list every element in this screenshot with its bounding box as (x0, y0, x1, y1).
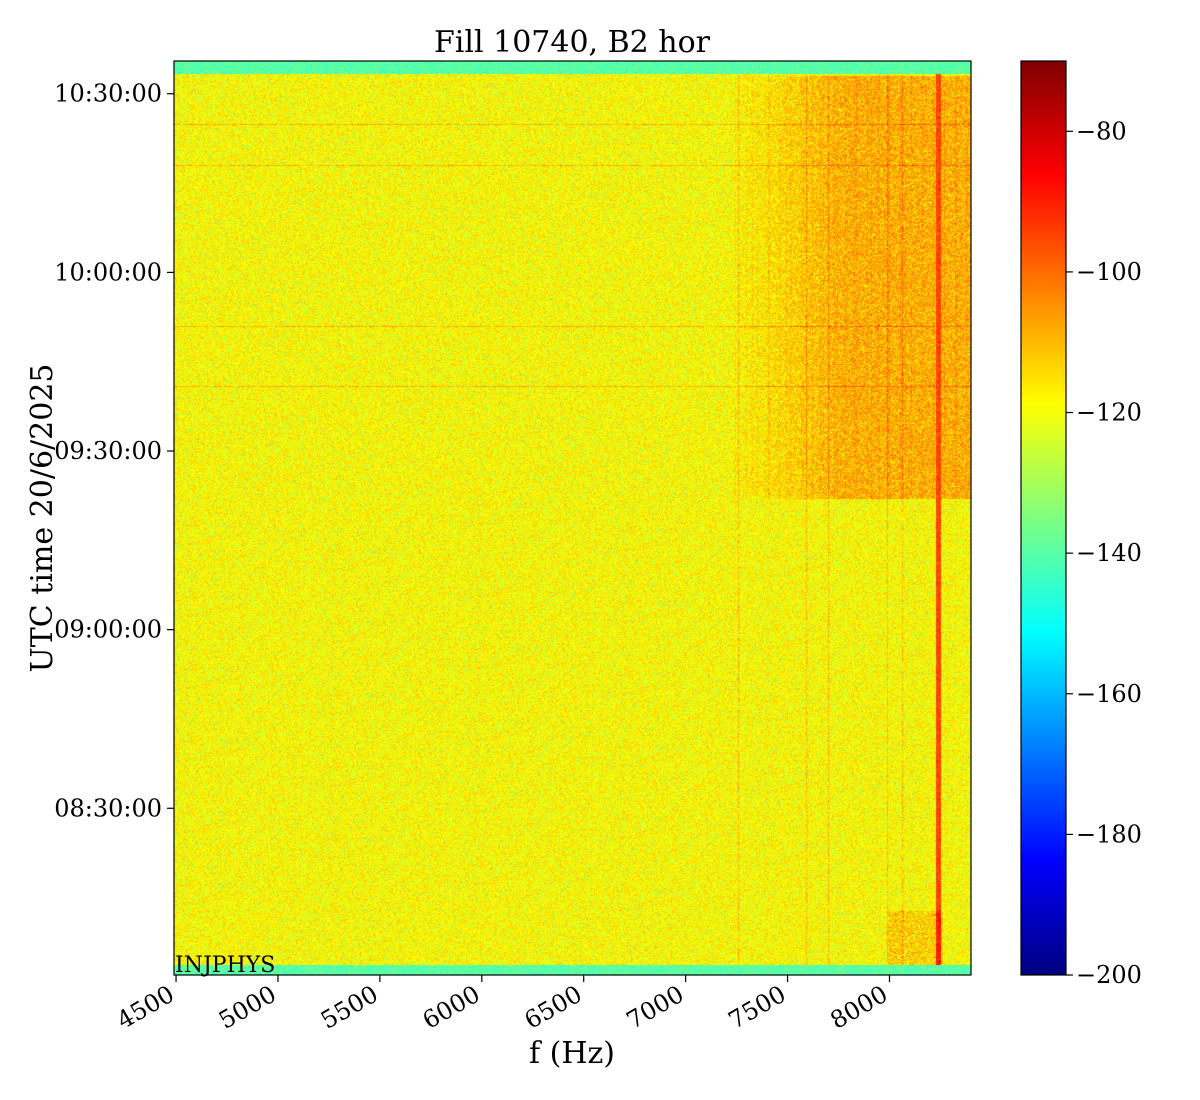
colorbar-tick-label: −80 (1076, 117, 1127, 145)
chart-title: Fill 10740, B2 hor (434, 25, 711, 60)
colorbar-tick-label: −200 (1076, 961, 1142, 989)
colorbar-frame (1020, 60, 1067, 976)
x-tick-label: 4500 (112, 980, 179, 1035)
x-tick-label: 7500 (724, 980, 791, 1035)
colorbar-tick-label: −100 (1076, 258, 1142, 286)
x-tick-label: 6500 (520, 980, 587, 1035)
x-axis: 4500 5000 5500 6000 6500 7000 7500 8000 (112, 975, 892, 1035)
colorbar-tick-label: −140 (1076, 539, 1142, 567)
colorbar-tick-label: −160 (1076, 680, 1142, 708)
y-tick-label: 10:30:00 (54, 80, 162, 108)
colorbar: −200 −180 −160 −140 −120 −100 −80 (1020, 60, 1142, 989)
x-tick-label: 7000 (622, 980, 689, 1035)
x-tick-label: 8000 (826, 980, 893, 1035)
spectrogram-plot: INJPHYS (173, 60, 972, 978)
x-axis-label: f (Hz) (529, 1036, 615, 1071)
y-tick-label: 10:00:00 (54, 258, 162, 286)
x-tick-label: 6000 (418, 980, 485, 1035)
plot-frame (173, 60, 972, 976)
colorbar-tick-label: −180 (1076, 820, 1142, 848)
y-axis: 08:30:00 09:00:00 09:30:00 10:00:00 10:30:00 (54, 80, 174, 822)
colorbar-gradient (1021, 61, 1066, 975)
y-tick-label: 09:00:00 (54, 616, 162, 644)
y-axis-label: UTC time 20/6/2025 (25, 364, 60, 673)
colorbar-tick-label: −120 (1076, 399, 1142, 427)
spectrogram-image (174, 61, 971, 975)
x-tick-label: 5500 (316, 980, 383, 1035)
y-tick-label: 08:30:00 (54, 794, 162, 822)
colorbar-ticks: −200 −180 −160 −140 −120 −100 −80 (1066, 117, 1142, 989)
y-tick-label: 09:30:00 (54, 437, 162, 465)
x-tick-label: 5000 (214, 980, 281, 1035)
injphys-annotation: INJPHYS (175, 953, 275, 978)
